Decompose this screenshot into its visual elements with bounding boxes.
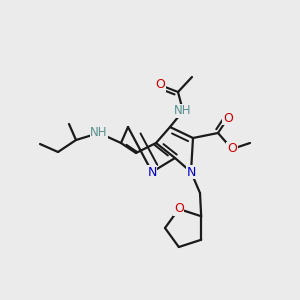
Text: NH: NH [90, 127, 108, 140]
Text: O: O [174, 202, 184, 215]
Text: N: N [147, 166, 157, 178]
Text: O: O [227, 142, 237, 155]
Text: N: N [186, 166, 196, 178]
Text: O: O [223, 112, 233, 124]
Text: O: O [155, 79, 165, 92]
Text: NH: NH [174, 104, 192, 118]
